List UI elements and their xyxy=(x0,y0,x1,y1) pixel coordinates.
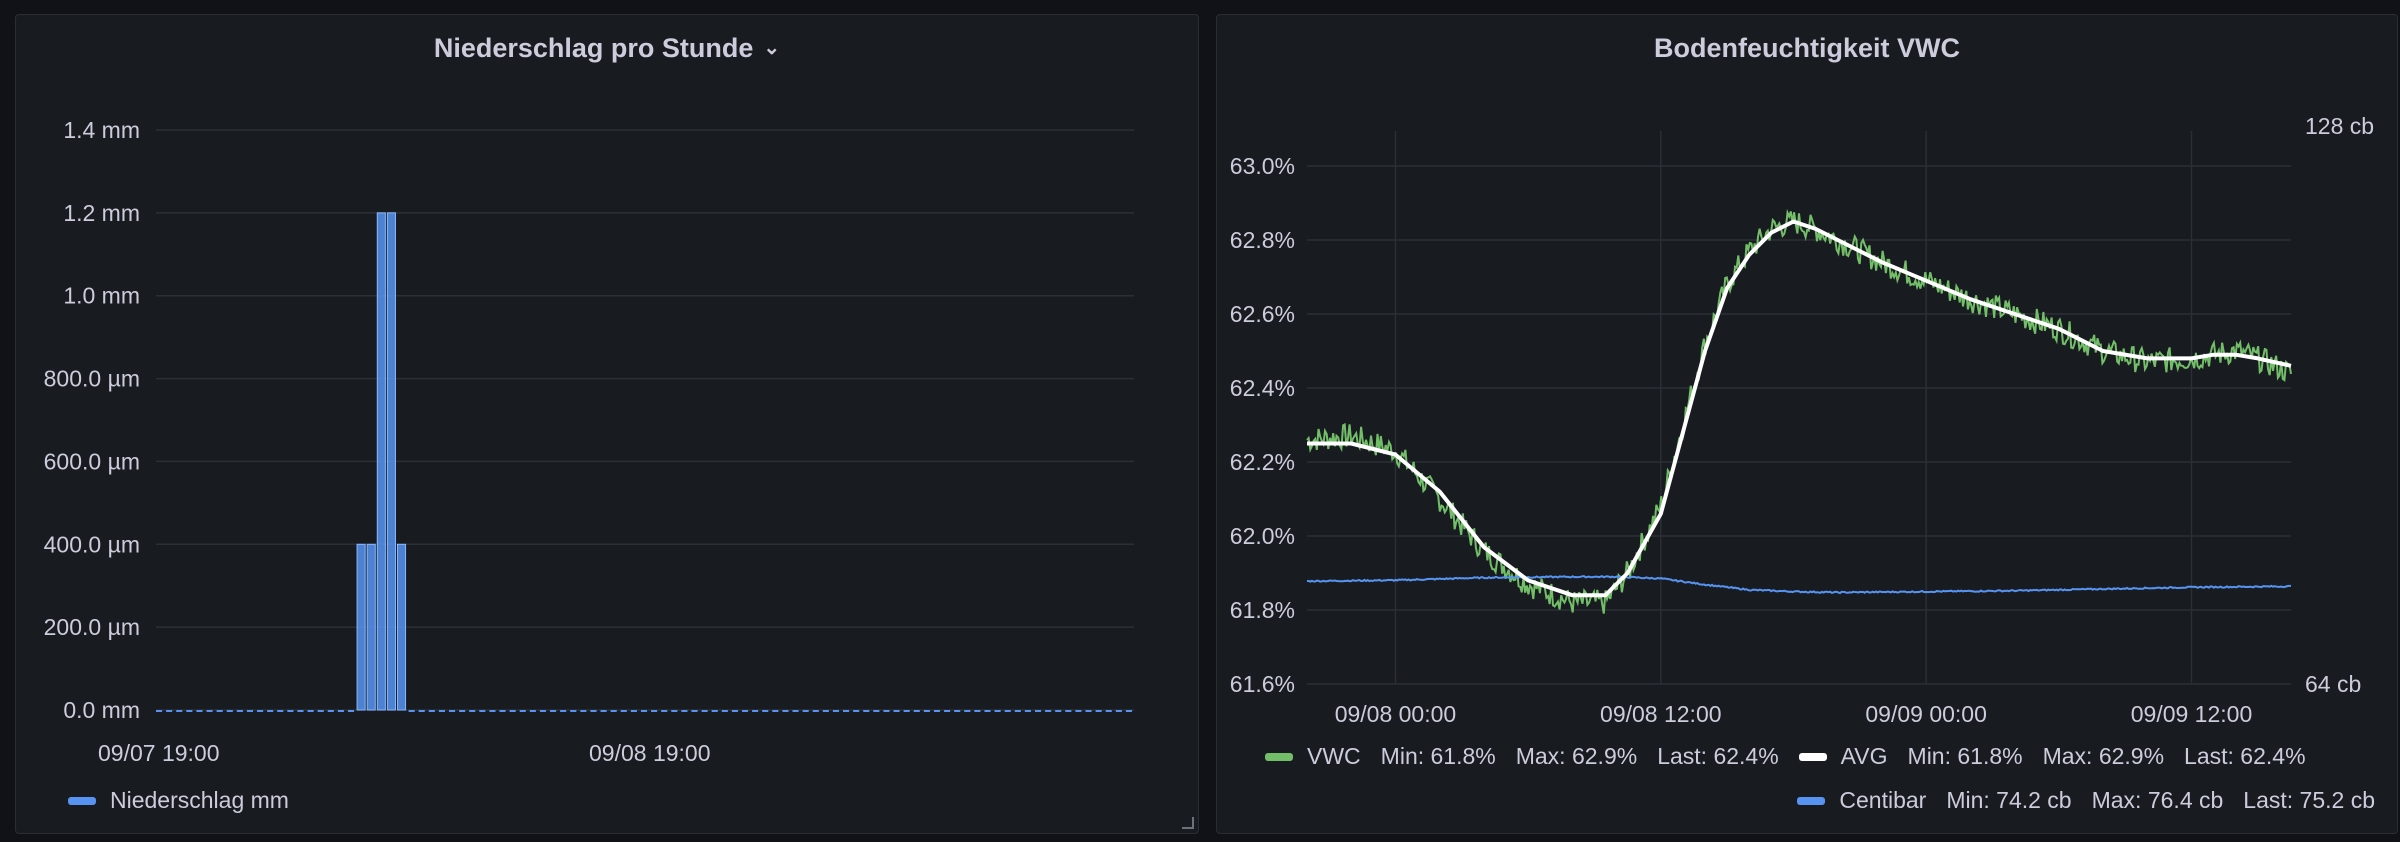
legend-swatch-vwc xyxy=(1265,752,1293,761)
legend-centibar-max: Max: 76.4 cb xyxy=(2091,787,2224,813)
legend-label-vwc: VWC xyxy=(1307,743,1361,769)
bar xyxy=(386,212,396,711)
line-chart: 61.6% 61.8% 62.0% 62.2% 62.4% 62.6% 62.8% 63.0%… xyxy=(1230,113,2374,727)
resize-handle-icon[interactable] xyxy=(1182,817,1194,829)
legend-swatch-centibar xyxy=(1797,796,1826,805)
y-tick-label-left: 63.0% xyxy=(1230,153,1295,179)
legend-avg-min: Min: 61.8% xyxy=(1907,743,2023,769)
y-tick-label-left: 62.0% xyxy=(1230,523,1295,549)
legend-avg-last: Last: 62.4% xyxy=(2184,743,2306,769)
legend-label-avg: AVG xyxy=(1840,743,1888,769)
x-tick-label: 09/08 00:00 xyxy=(1335,701,1457,727)
series-line-vwc xyxy=(1306,208,2292,614)
legend-item-avg[interactable]: AVG xyxy=(1798,743,1888,770)
legend-row-2: Centibar Min: 74.2 cb Max: 76.4 cb Last:… xyxy=(1797,787,2375,814)
x-tick-label: 09/08 12:00 xyxy=(1600,701,1722,727)
y-tick-label: 800.0 µm xyxy=(44,366,140,392)
panel-title: Bodenfeuchtigkeit VWC xyxy=(1217,33,2397,64)
y-tick-label-left: 61.8% xyxy=(1230,597,1295,623)
legend-swatch xyxy=(68,796,96,805)
panel-title-text[interactable]: Niederschlag pro Stunde xyxy=(433,33,754,63)
x-tick-label: 09/09 12:00 xyxy=(2131,701,2253,727)
legend-centibar-last: Last: 75.2 cb xyxy=(2243,787,2375,813)
y-tick-label: 0.0 mm xyxy=(63,697,140,723)
legend-centibar-min: Min: 74.2 cb xyxy=(1946,787,2072,813)
bar xyxy=(376,212,386,711)
legend-item-niederschlag[interactable]: Niederschlag mm xyxy=(68,787,289,814)
panel-title-text: Bodenfeuchtigkeit VWC xyxy=(1653,33,1960,63)
legend-avg-max: Max: 62.9% xyxy=(2042,743,2165,769)
y-tick-label: 400.0 µm xyxy=(44,531,140,557)
legend-label: Niederschlag mm xyxy=(110,787,289,813)
legend-item-vwc[interactable]: VWC xyxy=(1265,743,1361,770)
y-tick-label-left: 62.2% xyxy=(1230,449,1295,475)
legend: Niederschlag mm xyxy=(68,787,289,814)
y-tick-label-left: 62.4% xyxy=(1230,375,1295,401)
x-tick-label: 09/08 19:00 xyxy=(589,740,711,766)
series-line-centibar xyxy=(1306,575,2291,595)
bar xyxy=(366,543,376,711)
y-tick-label: 1.4 mm xyxy=(63,117,140,143)
y-tick-label: 1.0 mm xyxy=(63,283,140,309)
legend-vwc-max: Max: 62.9% xyxy=(1515,743,1638,769)
bar-chart: 0.0 mm 200.0 µm 400.0 µm 600.0 µm 800.0 µm 1.… xyxy=(44,117,1134,766)
y-tick-label: 1.2 mm xyxy=(63,200,140,226)
legend-item-centibar[interactable]: Centibar xyxy=(1797,787,1926,814)
chevron-down-icon[interactable]: ⌄ xyxy=(763,37,781,60)
legend-vwc-last: Last: 62.4% xyxy=(1657,743,1779,769)
panel-niederschlag: Niederschlag pro Stunde ⌄ 0.0 mm 200.0 µm 4… xyxy=(15,14,1199,834)
bar xyxy=(396,543,407,711)
x-tick-label: 09/07 19:00 xyxy=(98,740,220,766)
x-tick-label: 09/09 00:00 xyxy=(1865,701,1987,727)
series-line-avg xyxy=(1307,219,2292,598)
y-tick-label: 200.0 µm xyxy=(44,614,140,640)
y-tick-label-right: 64 cb xyxy=(2305,671,2361,697)
y-tick-label-left: 62.8% xyxy=(1230,227,1295,253)
legend-vwc-min: Min: 61.8% xyxy=(1380,743,1496,769)
y-tick-label-left: 61.6% xyxy=(1230,671,1295,697)
panel-bodenfeuchtigkeit: Bodenfeuchtigkeit VWC 61.6% 61.8% 62.0% 62.… xyxy=(1216,14,2398,834)
panel-title[interactable]: Niederschlag pro Stunde ⌄ xyxy=(16,33,1198,64)
legend-label-centibar: Centibar xyxy=(1839,787,1927,813)
y-tick-label: 600.0 µm xyxy=(44,448,140,474)
legend-row-1: VWC Min: 61.8% Max: 62.9% Last: 62.4% AV… xyxy=(1265,743,2306,770)
y-tick-label-right: 128 cb xyxy=(2305,113,2374,139)
y-tick-label-left: 62.6% xyxy=(1230,301,1295,327)
legend-swatch-avg xyxy=(1798,752,1827,761)
bar xyxy=(356,543,366,711)
